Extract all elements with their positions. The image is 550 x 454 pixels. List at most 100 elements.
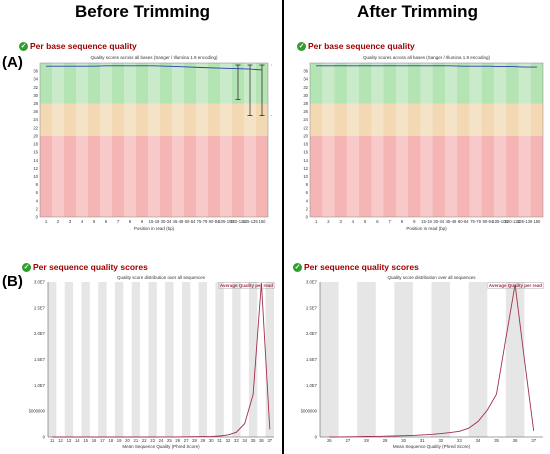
column-band bbox=[468, 282, 488, 437]
x-tick-label: 27 bbox=[184, 438, 189, 443]
x-tick-label: 75-79 bbox=[197, 219, 208, 224]
x-tick-label: 9 bbox=[141, 219, 144, 224]
column-band bbox=[220, 63, 232, 217]
chart-title: Quality scores across all bases (Sanger … bbox=[90, 55, 218, 60]
y-tick-label: 24 bbox=[303, 117, 308, 122]
x-tick-label: 5 bbox=[364, 219, 367, 224]
section-per-seq-after: ✓ Per sequence quality scores bbox=[293, 262, 419, 272]
x-tick-label: 15-19 bbox=[149, 219, 160, 224]
y-tick-label: 4 bbox=[306, 198, 309, 203]
zone-reasonable bbox=[40, 103, 268, 136]
y-tick-label: 36 bbox=[303, 69, 308, 74]
pass-check-icon: ✓ bbox=[293, 262, 302, 272]
column-band bbox=[98, 282, 107, 437]
column-band bbox=[394, 282, 413, 437]
column-band bbox=[64, 282, 74, 437]
y-tick-label: 16 bbox=[303, 150, 308, 155]
x-tick-label: 30-34 bbox=[433, 219, 444, 224]
x-tick-label: 29 bbox=[383, 438, 388, 443]
x-tick-label: 8 bbox=[401, 219, 404, 224]
x-tick-label: 37 bbox=[531, 438, 536, 443]
y-tick-label: 14 bbox=[303, 158, 308, 163]
legend-label: Average Quality per read bbox=[489, 283, 542, 288]
x-tick-label: 36 bbox=[259, 438, 264, 443]
x-tick-label: 11 bbox=[50, 438, 55, 443]
column-band bbox=[248, 282, 258, 437]
y-tick-label: 1.5E7 bbox=[34, 357, 46, 362]
y-tick-label: 20 bbox=[303, 133, 308, 138]
x-tick-label: 29 bbox=[201, 438, 206, 443]
x-tick-label: 15 bbox=[83, 438, 88, 443]
x-tick-label: 150 bbox=[533, 219, 541, 224]
x-tick-label: 75-79 bbox=[470, 219, 481, 224]
column-divider bbox=[282, 0, 284, 454]
y-tick-label: 16 bbox=[33, 150, 38, 155]
column-band bbox=[196, 63, 208, 217]
column-band bbox=[165, 282, 174, 437]
y-tick-label: 5000000 bbox=[29, 409, 46, 414]
y-tick-label: 32 bbox=[33, 85, 38, 90]
section-per-base-after: ✓ Per base sequence quality bbox=[297, 41, 415, 51]
x-tick-label: 20 bbox=[125, 438, 130, 443]
x-tick-label: 105-109 bbox=[492, 219, 508, 224]
x-tick-label: 26 bbox=[327, 438, 332, 443]
x-tick-label: 3 bbox=[339, 219, 342, 224]
column-band bbox=[357, 282, 376, 437]
x-tick-label: 33 bbox=[234, 438, 239, 443]
x-tick-label: 21 bbox=[134, 438, 139, 443]
x-tick-label: 13 bbox=[67, 438, 72, 443]
y-tick-label: 10 bbox=[303, 174, 308, 179]
chart-title: Quality scores across all bases (Sanger … bbox=[363, 55, 491, 60]
chart-title: Quality score distribution over all sequ… bbox=[117, 275, 206, 280]
column-band bbox=[431, 282, 451, 437]
column-band bbox=[148, 63, 160, 217]
y-tick-label: 18 bbox=[33, 142, 38, 147]
zone-poor bbox=[310, 135, 543, 217]
y-tick-label: 28 bbox=[303, 101, 308, 106]
panel-label-a: (A) bbox=[2, 54, 23, 71]
column-band bbox=[420, 63, 433, 217]
x-tick-label: 31 bbox=[217, 438, 222, 443]
quality-distribution-line bbox=[329, 284, 535, 438]
y-tick-label: 0 bbox=[306, 215, 309, 220]
x-tick-label: 30-34 bbox=[161, 219, 172, 224]
section-per-base-after-label: Per base sequence quality bbox=[308, 41, 415, 51]
chart-per-base-before: Quality scores across all bases (Sanger … bbox=[33, 55, 272, 231]
column-band bbox=[148, 282, 157, 437]
column-band bbox=[181, 282, 191, 437]
y-tick-label: 26 bbox=[303, 109, 308, 114]
x-tick-label: 35 bbox=[251, 438, 256, 443]
section-per-seq-after-label: Per sequence quality scores bbox=[304, 262, 419, 272]
legend-box bbox=[487, 282, 544, 289]
column-band bbox=[232, 282, 241, 437]
x-tick-label: 9 bbox=[413, 219, 416, 224]
x-tick-label: 7 bbox=[117, 219, 120, 224]
x-tick-label: 90-94 bbox=[209, 219, 220, 224]
x-tick-label: 19 bbox=[117, 438, 122, 443]
column-band bbox=[131, 282, 141, 437]
x-tick-label: 5 bbox=[93, 219, 96, 224]
x-tick-label: 34 bbox=[242, 438, 247, 443]
x-tick-label: 34 bbox=[476, 438, 481, 443]
x-tick-label: 15-19 bbox=[421, 219, 432, 224]
column-band bbox=[469, 63, 482, 217]
plot-frame bbox=[309, 62, 544, 218]
y-tick-label: 3.0E7 bbox=[306, 280, 318, 285]
x-tick-label: 31 bbox=[420, 438, 425, 443]
chart-per-seq-before: Quality score distribution over all sequ… bbox=[29, 275, 275, 449]
column-band bbox=[124, 63, 136, 217]
x-tick-label: 8 bbox=[129, 219, 132, 224]
x-tick-label: 36 bbox=[513, 438, 518, 443]
x-tick-label: 16 bbox=[92, 438, 97, 443]
mean-quality-line bbox=[46, 65, 263, 71]
mean-quality-line bbox=[316, 65, 537, 68]
x-tick-label: 24 bbox=[159, 438, 164, 443]
zone-good bbox=[40, 63, 268, 104]
column-band bbox=[81, 282, 90, 437]
y-tick-label: 2 bbox=[306, 206, 309, 211]
section-per-base-before-label: Per base sequence quality bbox=[30, 41, 137, 51]
x-tick-label: 6 bbox=[376, 219, 379, 224]
x-tick-label: 6 bbox=[105, 219, 108, 224]
section-per-seq-before-label: Per sequence quality scores bbox=[33, 262, 148, 272]
y-tick-label: 24 bbox=[33, 117, 38, 122]
